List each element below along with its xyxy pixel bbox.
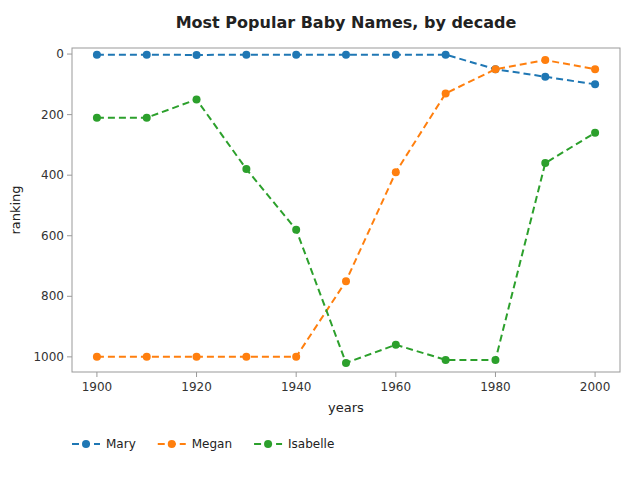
- series-line: [97, 99, 595, 362]
- x-tick: [495, 372, 496, 377]
- y-tick: [67, 175, 72, 176]
- x-tick-label: 1920: [181, 380, 212, 394]
- legend-marker: [82, 440, 90, 448]
- y-tick-label: 600: [41, 229, 64, 243]
- point: [193, 51, 201, 59]
- y-axis-label: ranking: [8, 185, 23, 234]
- point: [591, 65, 599, 73]
- x-tick-label: 1980: [480, 380, 511, 394]
- series-line: [97, 60, 595, 357]
- x-tick: [296, 372, 297, 377]
- x-tick: [395, 372, 396, 377]
- point: [491, 356, 499, 364]
- point: [541, 56, 549, 64]
- point: [93, 51, 101, 59]
- chart-container: Most Popular Baby Names, by decade 0 200 40…: [0, 0, 640, 480]
- chart: Most Popular Baby Names, by decade 0 200 40…: [0, 0, 640, 480]
- point: [442, 89, 450, 97]
- plot-frame: [72, 48, 620, 372]
- y-tick-label: 400: [41, 168, 64, 182]
- point: [292, 353, 300, 361]
- x-axis: 1900 1920 1940 1960 1980 2000: [82, 372, 611, 394]
- point: [93, 114, 101, 122]
- point: [591, 80, 599, 88]
- x-tick: [96, 372, 97, 377]
- point: [242, 165, 250, 173]
- point: [242, 353, 250, 361]
- legend: Mary Megan Isabelle: [72, 437, 334, 451]
- point: [193, 353, 201, 361]
- legend-marker: [264, 440, 272, 448]
- point: [442, 51, 450, 59]
- y-tick-label: 800: [41, 289, 64, 303]
- x-tick-label: 1900: [82, 380, 113, 394]
- point: [242, 51, 250, 59]
- point: [342, 359, 350, 367]
- x-tick-label: 2000: [580, 380, 611, 394]
- series-line: [97, 55, 595, 85]
- point: [541, 73, 549, 81]
- point: [193, 95, 201, 103]
- point: [292, 51, 300, 59]
- y-tick: [67, 235, 72, 236]
- y-tick-label: 1000: [33, 350, 64, 364]
- point: [342, 51, 350, 59]
- series: [93, 95, 599, 366]
- x-tick-label: 1960: [381, 380, 412, 394]
- x-axis-label: years: [328, 400, 364, 415]
- series: [93, 51, 599, 89]
- point: [591, 129, 599, 137]
- y-tick: [67, 356, 72, 357]
- x-tick: [595, 372, 596, 377]
- point: [442, 356, 450, 364]
- x-tick-label: 1940: [281, 380, 312, 394]
- point: [491, 65, 499, 73]
- y-tick: [67, 114, 72, 115]
- y-axis: 0 200 400 600 800 1000: [33, 47, 72, 364]
- plot-area: [93, 51, 599, 367]
- point: [342, 277, 350, 285]
- title: Most Popular Baby Names, by decade: [176, 13, 517, 32]
- y-tick: [67, 296, 72, 297]
- point: [143, 51, 151, 59]
- y-tick-label: 200: [41, 108, 64, 122]
- point: [392, 168, 400, 176]
- point: [392, 341, 400, 349]
- point: [491, 65, 499, 73]
- point: [93, 353, 101, 361]
- point: [392, 51, 400, 59]
- legend-label: Megan: [192, 437, 232, 451]
- point: [143, 353, 151, 361]
- y-tick: [67, 54, 72, 55]
- point: [541, 159, 549, 167]
- series: [93, 56, 599, 361]
- legend-label: Mary: [106, 437, 136, 451]
- legend-label: Isabelle: [288, 437, 334, 451]
- y-tick-label: 0: [56, 47, 64, 61]
- legend-marker: [168, 440, 176, 448]
- point: [143, 114, 151, 122]
- point: [292, 226, 300, 234]
- x-tick: [196, 372, 197, 377]
